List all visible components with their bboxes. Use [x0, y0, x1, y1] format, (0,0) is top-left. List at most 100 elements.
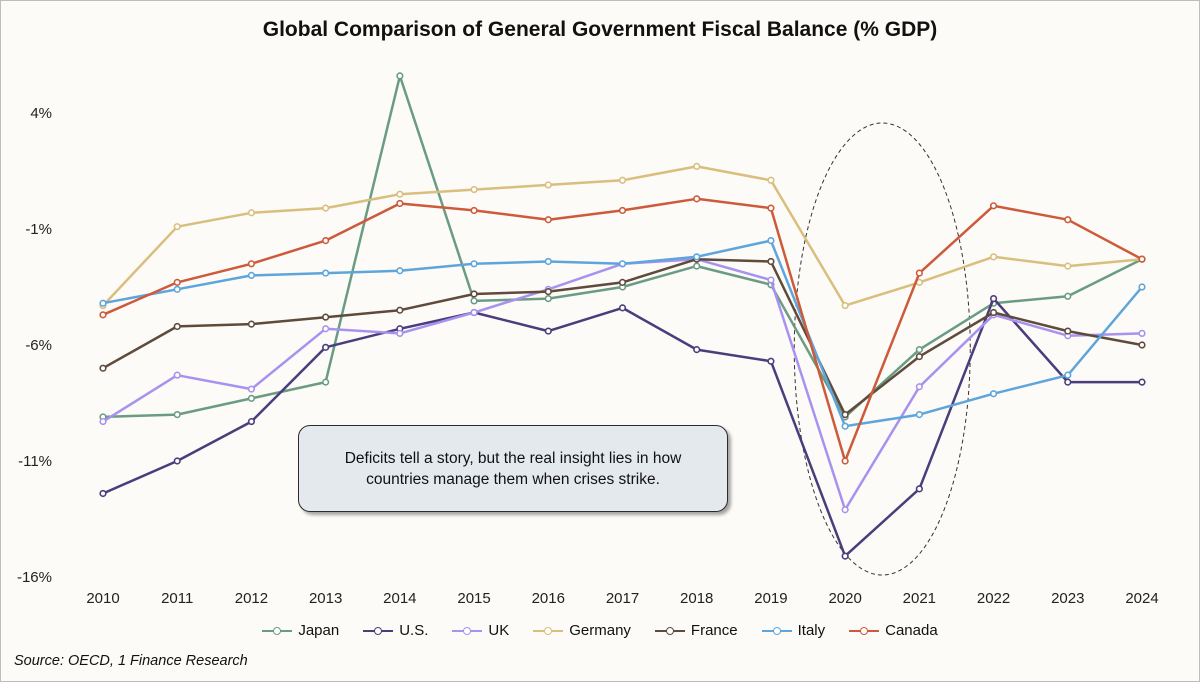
data-point	[841, 506, 849, 514]
data-point	[915, 383, 923, 391]
legend-swatch	[761, 625, 792, 637]
legend-item: Canada	[849, 622, 938, 639]
data-point	[173, 285, 181, 293]
data-point	[544, 327, 552, 335]
data-point	[99, 417, 107, 426]
data-point	[1138, 378, 1146, 386]
data-point	[322, 269, 330, 277]
data-point	[989, 308, 998, 317]
data-point	[841, 552, 849, 560]
data-point	[322, 343, 330, 351]
legend-label: U.S.	[399, 622, 429, 639]
series-line	[102, 197, 1143, 463]
data-point	[915, 269, 923, 277]
data-point	[173, 371, 181, 379]
data-point	[470, 308, 478, 317]
data-point	[99, 364, 107, 372]
data-point	[247, 417, 256, 426]
data-point	[396, 329, 404, 338]
data-point	[396, 190, 404, 198]
legend: Japan U.S. UK Germany France Italy Canada	[0, 622, 1200, 639]
data-point	[1138, 255, 1146, 263]
data-point	[767, 276, 775, 284]
data-point	[173, 322, 181, 331]
data-point	[841, 422, 849, 430]
data-point	[915, 411, 923, 419]
annotation-callout: Deficits tell a story, but the real insi…	[298, 425, 728, 512]
series-u-s	[99, 295, 1146, 560]
data-point	[470, 185, 478, 194]
y-tick-label: -1%	[25, 221, 52, 238]
data-point	[396, 267, 404, 275]
data-point	[173, 411, 181, 419]
legend-item: Germany	[533, 622, 631, 639]
data-point	[915, 485, 923, 493]
data-point	[618, 278, 627, 286]
legend-swatch	[452, 625, 483, 637]
source-note: Source: OECD, 1 Finance Research	[14, 653, 248, 669]
data-point	[693, 195, 701, 203]
data-point	[618, 260, 627, 268]
data-point	[1064, 378, 1072, 386]
data-point	[544, 295, 552, 303]
series-canada	[99, 195, 1146, 465]
data-point	[915, 353, 923, 361]
data-point	[841, 301, 849, 310]
legend-label: Japan	[298, 622, 340, 639]
data-point	[470, 290, 478, 298]
x-tick-label: 2016	[532, 590, 565, 607]
data-point	[470, 206, 478, 215]
x-tick-label: 2014	[383, 590, 416, 607]
data-point	[247, 271, 256, 280]
x-tick-label: 2010	[86, 590, 119, 607]
data-point	[322, 204, 330, 212]
data-point	[1064, 292, 1072, 300]
data-point	[396, 306, 404, 314]
data-point	[470, 260, 478, 268]
legend-label: UK	[488, 622, 510, 639]
y-tick-label: -16%	[17, 569, 52, 586]
data-point	[618, 176, 627, 184]
legend-item: Japan	[262, 622, 339, 639]
data-point	[247, 394, 256, 402]
legend-swatch	[849, 625, 880, 637]
x-tick-label: 2024	[1125, 590, 1158, 607]
highlight-ellipse	[793, 122, 971, 576]
legend-swatch	[533, 625, 564, 637]
series-italy	[99, 237, 1146, 430]
legend-label: Canada	[885, 622, 938, 639]
data-point	[322, 378, 330, 386]
series-line	[102, 239, 1143, 428]
data-point	[989, 390, 998, 398]
data-point	[693, 253, 701, 261]
legend-item: UK	[452, 622, 509, 639]
data-point	[247, 209, 256, 217]
data-point	[322, 313, 330, 321]
data-point	[767, 176, 775, 184]
data-point	[396, 72, 404, 80]
data-point	[767, 204, 775, 212]
data-point	[693, 262, 701, 270]
data-point	[247, 260, 256, 268]
data-point	[99, 489, 107, 498]
legend-item: Italy	[761, 622, 825, 639]
data-point	[173, 278, 181, 286]
data-point	[1064, 262, 1072, 270]
legend-swatch	[363, 625, 394, 637]
legend-label: France	[690, 622, 738, 639]
data-point	[693, 346, 701, 354]
data-point	[915, 346, 923, 354]
data-point	[1064, 371, 1072, 379]
x-tick-label: 2021	[903, 590, 936, 607]
x-tick-label: 2017	[606, 590, 639, 607]
series-japan	[99, 72, 1146, 421]
x-tick-label: 2022	[977, 590, 1010, 607]
y-tick-label: -11%	[18, 453, 52, 470]
x-tick-label: 2011	[161, 590, 193, 607]
data-point	[247, 385, 256, 393]
legend-swatch	[262, 625, 293, 637]
x-tick-label: 2012	[235, 590, 268, 607]
data-point	[396, 199, 404, 208]
